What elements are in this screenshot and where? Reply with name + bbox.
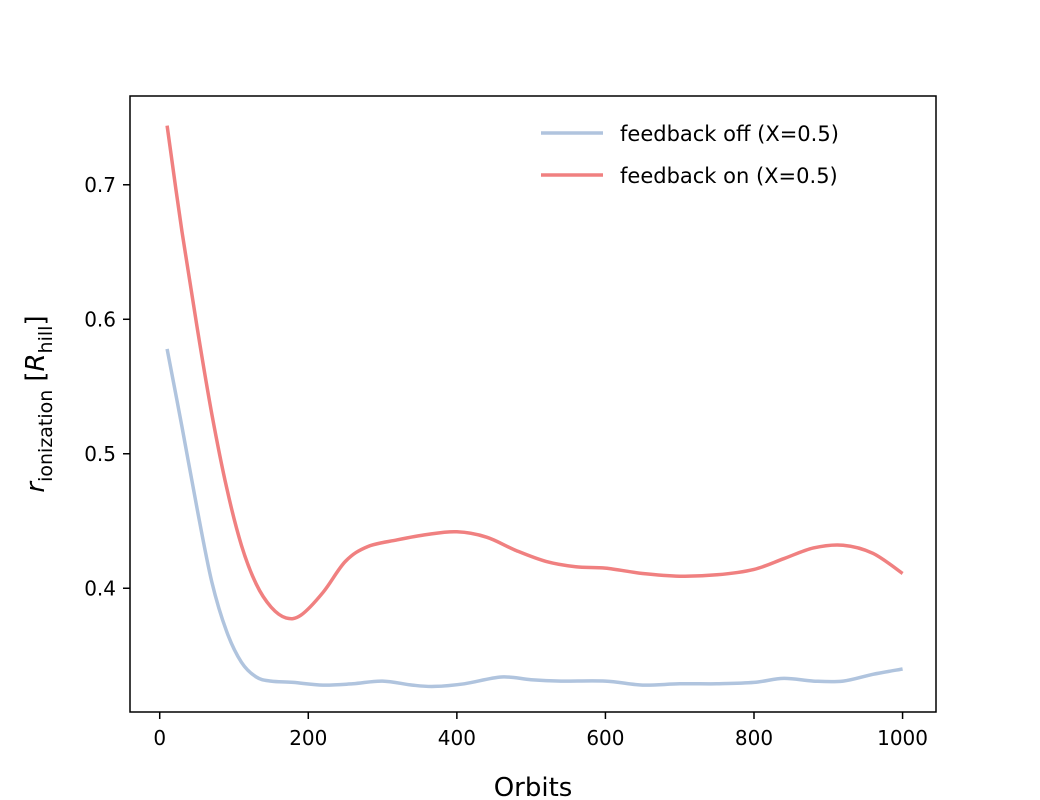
legend: feedback off (X=0.5) feedback on (X=0.5) xyxy=(541,122,839,188)
y-tick-label: 0.6 xyxy=(84,307,116,331)
y-axis-label-unit-symbol: R xyxy=(21,353,51,371)
x-tick-label: 0 xyxy=(153,726,166,750)
y-tick-label: 0.7 xyxy=(84,173,116,197)
plot-frame xyxy=(129,95,937,713)
x-tick-label: 200 xyxy=(289,726,327,750)
y-axis-label: rionization [Rhill] xyxy=(21,315,57,492)
x-axis-ticks: 0 200 400 600 800 1000 xyxy=(153,712,928,750)
x-tick-label: 800 xyxy=(735,726,773,750)
y-axis-label-unit-close: ] xyxy=(21,315,51,325)
legend-label-feedback-off: feedback off (X=0.5) xyxy=(620,122,839,146)
y-tick-label: 0.4 xyxy=(84,576,116,600)
y-tick-label: 0.5 xyxy=(84,442,116,466)
x-axis-label: Orbits xyxy=(494,773,573,800)
y-axis-ticks: 0.4 0.5 0.6 0.7 xyxy=(84,173,130,600)
y-axis-label-unit-open: [ xyxy=(21,372,51,382)
series-layer xyxy=(165,125,904,689)
series-line-0 xyxy=(165,348,903,689)
series-line-1 xyxy=(165,125,904,621)
y-axis-label-unit-subscript: hill xyxy=(35,326,57,354)
x-tick-label: 400 xyxy=(438,726,476,750)
x-tick-label: 1000 xyxy=(877,726,928,750)
legend-label-feedback-on: feedback on (X=0.5) xyxy=(620,164,838,188)
x-tick-label: 600 xyxy=(586,726,624,750)
y-axis-label-subscript: ionization xyxy=(35,390,57,482)
y-axis-label-symbol: r xyxy=(21,480,51,493)
